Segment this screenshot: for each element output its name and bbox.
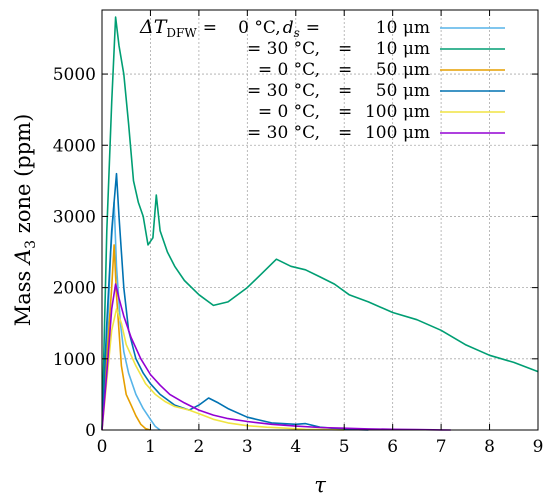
x-tick-label: 3 bbox=[242, 437, 253, 457]
x-axis-ticks: 0 1 2 3 4 5 6 7 8 9 bbox=[97, 10, 544, 457]
y-axis-title-part: zone (ppm) bbox=[11, 114, 35, 240]
y-axis-ticks: 0 1000 2000 3000 4000 5000 bbox=[53, 65, 538, 441]
x-tick-label: 9 bbox=[533, 437, 544, 457]
y-tick-label: 4000 bbox=[53, 136, 96, 156]
legend-label-1b: 10 μm bbox=[376, 18, 430, 38]
legend-label-part: = bbox=[203, 18, 217, 38]
legend-label-size-5: 100 μm bbox=[365, 102, 430, 122]
legend-label-eq-6: = bbox=[338, 123, 352, 143]
legend-label-eq-4: = bbox=[338, 81, 352, 101]
legend-label-part: ΔT bbox=[139, 16, 168, 38]
x-tick-label: 4 bbox=[290, 437, 301, 457]
y-axis-title-part: A bbox=[11, 249, 35, 266]
y-axis-title-part: 3 bbox=[23, 240, 39, 249]
legend-label-part: s bbox=[294, 26, 300, 40]
x-tick-label: 0 bbox=[97, 437, 108, 457]
legend-label-size-2: 10 μm bbox=[376, 39, 430, 59]
legend-label-4: = 30 °C, bbox=[247, 81, 320, 101]
series-line-5 bbox=[101, 308, 345, 431]
series-lines bbox=[101, 16, 539, 431]
series-line-3 bbox=[101, 244, 151, 431]
legend-label-eq-3: = bbox=[338, 60, 352, 80]
y-axis-title: Mass A3 zone (ppm) bbox=[11, 114, 39, 327]
x-tick-label: 5 bbox=[339, 437, 350, 457]
plot-frame bbox=[101, 9, 539, 431]
y-axis-title-part: Mass bbox=[11, 264, 35, 326]
legend-label-part: 0 °C, bbox=[238, 18, 281, 38]
legend-label-part: = bbox=[306, 18, 320, 38]
y-tick-label: 5000 bbox=[53, 65, 96, 85]
legend-label-part: DFW bbox=[166, 26, 197, 40]
y-tick-label: 2000 bbox=[53, 279, 96, 299]
x-tick-label: 2 bbox=[193, 437, 204, 457]
legend-label-5: = 0 °C, bbox=[258, 102, 320, 122]
grid-lines bbox=[102, 10, 538, 430]
y-tick-label: 1000 bbox=[53, 350, 96, 370]
legend-label-part: d bbox=[283, 18, 294, 38]
x-tick-label: 7 bbox=[436, 437, 447, 457]
x-tick-label: 8 bbox=[484, 437, 495, 457]
legend-label-3: = 0 °C, bbox=[258, 60, 320, 80]
legend-label-size-3: 50 μm bbox=[376, 60, 430, 80]
legend: ΔTDFW = 0 °C, ds = 10 μm= 30 °C, = 10 μm= 0 °C,… bbox=[139, 16, 505, 143]
legend-label-size-4: 50 μm bbox=[376, 81, 430, 101]
legend-label-6: = 30 °C, bbox=[247, 123, 320, 143]
x-tick-label: 6 bbox=[387, 437, 398, 457]
legend-label-size-6: 100 μm bbox=[365, 123, 430, 143]
legend-label-eq-5: = bbox=[338, 102, 352, 122]
legend-label-eq-2: = bbox=[338, 39, 352, 59]
y-tick-label: 3000 bbox=[53, 207, 96, 227]
series-line-2 bbox=[101, 16, 539, 431]
legend-label-2: = 30 °C, bbox=[247, 39, 320, 59]
x-tick-label: 1 bbox=[145, 437, 156, 457]
x-axis-title: τ bbox=[314, 473, 326, 497]
series-line-6 bbox=[101, 283, 451, 431]
legend-label-1: ΔTDFW = 0 °C, ds = bbox=[139, 16, 320, 40]
y-tick-label: 0 bbox=[85, 421, 96, 441]
